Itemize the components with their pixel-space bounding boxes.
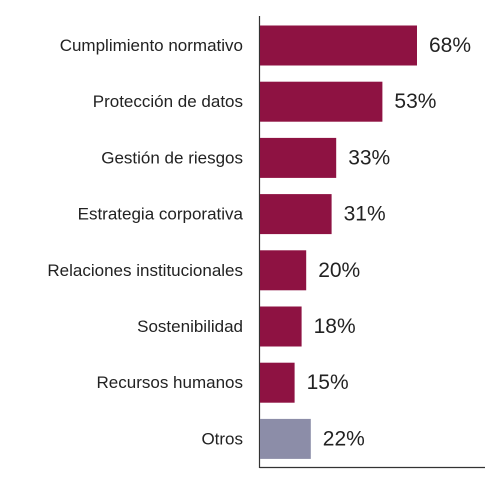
value-label: 33%: [348, 146, 390, 169]
bar: [260, 250, 307, 291]
category-label: Sostenibilidad: [137, 317, 243, 336]
category-label: Cumplimiento normativo: [60, 36, 243, 55]
bar: [260, 418, 311, 459]
value-label: 20%: [318, 259, 360, 282]
value-label: 31%: [344, 203, 386, 226]
bar: [260, 306, 302, 347]
category-label: Relaciones institucionales: [47, 261, 243, 280]
bar: [260, 194, 332, 235]
value-label: 22%: [323, 427, 365, 450]
value-label: 18%: [314, 315, 356, 338]
bar: [260, 362, 295, 403]
category-label: Gestión de riesgos: [101, 148, 243, 167]
bar: [260, 137, 337, 178]
bars-group: Cumplimiento normativo 68% Protección de d…: [47, 25, 471, 459]
value-label: 68%: [429, 34, 471, 57]
value-label: 15%: [307, 371, 349, 394]
value-label: 53%: [394, 90, 436, 113]
category-label: Protección de datos: [93, 92, 243, 111]
bar: [260, 81, 383, 122]
category-label: Otros: [201, 429, 243, 448]
category-label: Recursos humanos: [97, 373, 243, 392]
bar: [260, 25, 417, 66]
category-label: Estrategia corporativa: [78, 205, 244, 224]
